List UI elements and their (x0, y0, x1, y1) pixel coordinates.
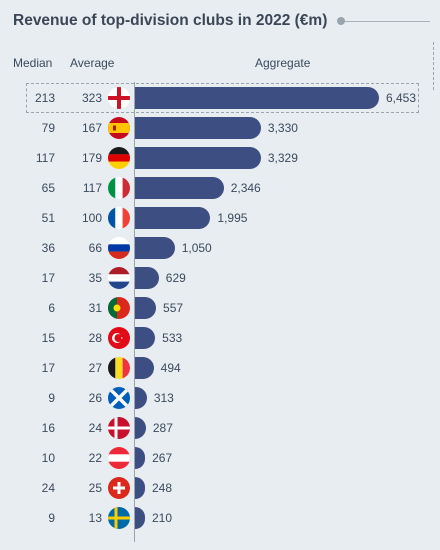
aggregate-value-label: 494 (160, 361, 181, 375)
spain-flag-icon (108, 117, 130, 139)
aggregate-bar[interactable] (135, 177, 224, 199)
germany-flag-icon (108, 147, 130, 169)
median-value: 65 (41, 181, 55, 195)
average-value: 13 (88, 511, 102, 525)
median-value: 9 (48, 391, 55, 405)
aggregate-bar[interactable] (135, 207, 211, 229)
median-value: 79 (41, 121, 55, 135)
aggregate-column-header: Aggregate (255, 56, 311, 70)
median-value: 213 (34, 91, 55, 105)
median-value: 6 (48, 301, 55, 315)
aggregate-bar[interactable] (135, 237, 175, 259)
aggregate-bar[interactable] (135, 477, 145, 499)
belgium-flag-icon (108, 357, 130, 379)
aggregate-value-label: 210 (152, 511, 173, 525)
chart-title: Revenue of top-division clubs in 2022 (€… (13, 12, 328, 29)
aggregate-value-label: 313 (153, 391, 174, 405)
sweden-flag-icon (108, 507, 130, 529)
aggregate-value-label: 1,995 (217, 211, 248, 225)
chart-row-netherlands[interactable]: 17 35 629 (0, 263, 440, 293)
netherlands-flag-icon (108, 267, 130, 289)
turkey-flag-icon (108, 327, 130, 349)
average-value: 179 (81, 151, 102, 165)
chart-row-france[interactable]: 51 100 1,995 (0, 203, 440, 233)
median-value: 16 (41, 421, 55, 435)
aggregate-bar[interactable] (135, 117, 261, 139)
aggregate-value-label: 287 (152, 421, 173, 435)
average-value: 35 (88, 271, 102, 285)
average-value: 31 (88, 301, 102, 315)
chart-row-spain[interactable]: 79 167 3,330 (0, 113, 440, 143)
chart-row-belgium[interactable]: 17 27 494 (0, 353, 440, 383)
aggregate-bar[interactable] (135, 297, 157, 319)
switzerland-flag-icon (108, 477, 130, 499)
highlight-guide (433, 42, 434, 90)
scotland-flag-icon (108, 387, 130, 409)
aggregate-value-label: 6,453 (386, 91, 417, 105)
chart-row-russia[interactable]: 36 66 1,050 (0, 233, 440, 263)
average-value: 117 (82, 181, 102, 195)
france-flag-icon (108, 207, 130, 229)
slider-track[interactable] (344, 21, 430, 22)
median-value: 15 (41, 331, 55, 345)
portugal-flag-icon (108, 297, 130, 319)
aggregate-bar[interactable] (135, 387, 147, 409)
bar-axis-line (134, 82, 135, 542)
chart-row-portugal[interactable]: 6 31 557 (0, 293, 440, 323)
aggregate-value-label: 557 (163, 301, 184, 315)
median-value: 17 (41, 271, 55, 285)
england-flag-icon (108, 87, 130, 109)
denmark-flag-icon (108, 417, 130, 439)
aggregate-value-label: 267 (152, 451, 173, 465)
chart-row-austria[interactable]: 10 22 267 (0, 443, 440, 473)
average-value: 167 (81, 121, 102, 135)
aggregate-bar[interactable] (135, 147, 261, 169)
average-column-header: Average (70, 56, 115, 70)
aggregate-value-label: 3,330 (267, 121, 298, 135)
aggregate-bar[interactable] (135, 267, 159, 289)
aggregate-bar[interactable] (135, 507, 145, 529)
average-value: 22 (88, 451, 102, 465)
median-column-header: Median (13, 56, 53, 70)
average-value: 25 (88, 481, 102, 495)
median-value: 24 (41, 481, 55, 495)
chart-row-germany[interactable]: 117 179 3,329 (0, 143, 440, 173)
average-value: 24 (88, 421, 102, 435)
average-value: 26 (88, 391, 102, 405)
chart-row-italy[interactable]: 65 117 2,346 (0, 173, 440, 203)
chart-row-sweden[interactable]: 9 13 210 (0, 503, 440, 533)
aggregate-bar[interactable] (135, 87, 379, 109)
aggregate-bar[interactable] (135, 327, 156, 349)
aggregate-value-label: 2,346 (230, 181, 261, 195)
average-value: 28 (88, 331, 102, 345)
median-value: 36 (41, 241, 55, 255)
median-value: 10 (41, 451, 55, 465)
aggregate-bar[interactable] (135, 417, 146, 439)
aggregate-value-label: 248 (152, 481, 173, 495)
average-value: 27 (88, 361, 102, 375)
median-value: 17 (41, 361, 55, 375)
chart-row-denmark[interactable]: 16 24 287 (0, 413, 440, 443)
highlighted-row-outline (26, 83, 419, 113)
chart-row-england[interactable]: 213 323 6,453 (0, 83, 440, 113)
chart-row-scotland[interactable]: 9 26 313 (0, 383, 440, 413)
average-value: 100 (81, 211, 102, 225)
aggregate-value-label: 533 (162, 331, 183, 345)
average-value: 323 (81, 91, 102, 105)
median-value: 51 (41, 211, 55, 225)
aggregate-bar[interactable] (135, 447, 146, 469)
russia-flag-icon (108, 237, 130, 259)
aggregate-value-label: 629 (165, 271, 186, 285)
average-value: 66 (88, 241, 102, 255)
aggregate-bar[interactable] (135, 357, 154, 379)
aggregate-value-label: 3,329 (267, 151, 298, 165)
slider-handle[interactable] (337, 17, 345, 25)
median-value: 9 (48, 511, 55, 525)
austria-flag-icon (108, 447, 130, 469)
italy-flag-icon (108, 177, 130, 199)
chart-row-turkey[interactable]: 15 28 533 (0, 323, 440, 353)
aggregate-value-label: 1,050 (181, 241, 212, 255)
chart-row-switzerland[interactable]: 24 25 248 (0, 473, 440, 503)
median-value: 117 (35, 151, 55, 165)
